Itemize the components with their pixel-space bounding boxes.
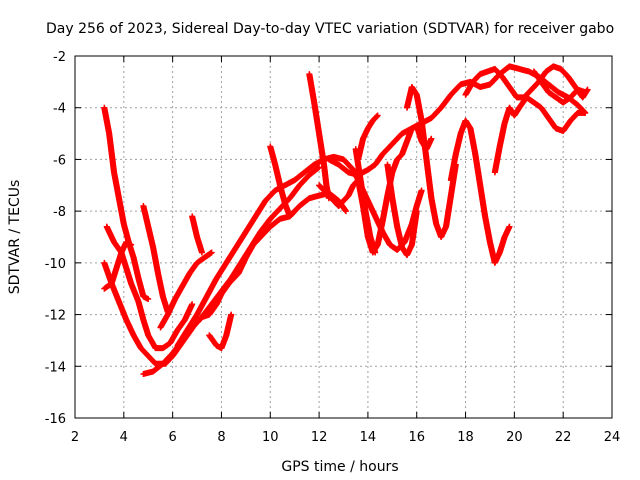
series-track-5 [140, 202, 171, 315]
data-point [189, 301, 196, 308]
data-point [145, 296, 152, 303]
x-tick-label: 18 [457, 430, 474, 445]
x-tick-label: 14 [360, 430, 377, 445]
x-tick-label: 22 [555, 430, 572, 445]
y-tick-label: -8 [53, 205, 66, 220]
chart-title: Day 256 of 2023, Sidereal Day-to-day VTE… [46, 21, 614, 37]
series-track-10 [206, 311, 235, 352]
x-tick-label: 6 [168, 430, 176, 445]
x-tick-label: 4 [120, 430, 128, 445]
data-point [208, 249, 215, 256]
series-track-21 [491, 94, 589, 176]
series-track-9 [189, 213, 205, 256]
series-track-1 [101, 104, 152, 303]
x-tick-label: 2 [71, 430, 79, 445]
x-tick-label: 10 [262, 430, 279, 445]
series-track-4 [101, 239, 135, 292]
data-point [128, 241, 135, 248]
x-tick-label: 8 [217, 430, 225, 445]
x-axis-title: GPS time / hours [281, 459, 398, 475]
x-tick-label: 24 [604, 430, 621, 445]
y-tick-label: -4 [53, 102, 66, 117]
data-point [342, 208, 349, 215]
y-tick-label: -2 [53, 50, 66, 65]
x-tick-label: 16 [408, 430, 425, 445]
y-tick-label: -6 [53, 153, 66, 168]
y-tick-label: -14 [45, 360, 66, 375]
y-tick-label: -12 [45, 309, 66, 324]
series-track-6 [140, 164, 323, 378]
data-series [101, 63, 591, 378]
x-tick-label: 20 [506, 430, 523, 445]
series-track-22 [530, 68, 589, 106]
y-tick-label: -16 [45, 412, 66, 427]
y-axis-title: SDTVAR / TECUs [7, 180, 23, 295]
x-tick-label: 12 [311, 430, 328, 445]
y-tick-label: -10 [45, 257, 66, 272]
series-track-7 [157, 249, 215, 331]
